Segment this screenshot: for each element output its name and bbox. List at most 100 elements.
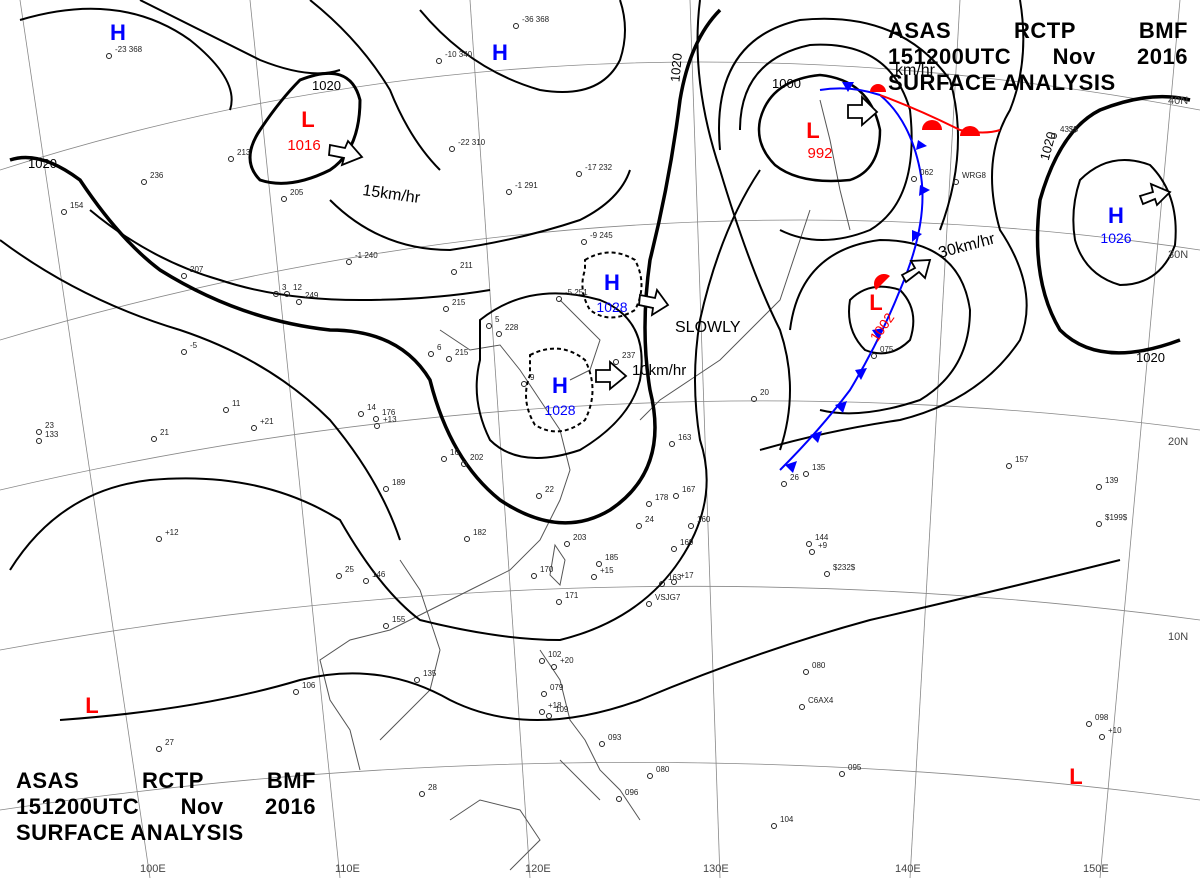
lon-label: 130E xyxy=(703,863,729,875)
isobar-1002-2 xyxy=(789,238,972,415)
station-value: 14 xyxy=(367,403,376,412)
station-value: -1 291 xyxy=(515,181,538,190)
station-marker xyxy=(506,189,512,195)
isobar-east-1 xyxy=(759,0,1028,451)
station-marker xyxy=(671,579,677,585)
lat-label: 40N xyxy=(1168,95,1188,107)
station-marker xyxy=(871,353,877,359)
station-value: +17 xyxy=(680,571,694,580)
station-value: 189 xyxy=(392,478,406,487)
station-value: -9 245 xyxy=(590,231,613,240)
header-station: RCTP xyxy=(142,768,204,793)
low-center-label: L xyxy=(85,693,98,718)
station-marker xyxy=(824,571,830,577)
station-value: 215 xyxy=(452,298,466,307)
station-marker xyxy=(496,331,502,337)
station-value: +13 xyxy=(383,415,397,424)
header-month: Nov xyxy=(1052,44,1096,69)
header-title: SURFACE ANALYSIS xyxy=(888,70,1116,95)
station-value: -1 240 xyxy=(355,251,378,260)
station-value: 135 xyxy=(423,669,437,678)
coast-korea xyxy=(559,299,601,381)
meridian-120e xyxy=(469,0,531,878)
station-value: +21 xyxy=(260,417,274,426)
high-center-value: 1028 xyxy=(544,402,575,418)
station-marker xyxy=(911,176,917,182)
parallel-30n xyxy=(0,219,1200,341)
station-value: 176 xyxy=(382,408,396,417)
station-value: 093 xyxy=(608,733,622,742)
station-marker xyxy=(61,209,67,215)
meridian-100e xyxy=(19,0,151,878)
station-marker xyxy=(181,349,187,355)
isobar-inner-1028a xyxy=(475,292,643,459)
station-value: 139 xyxy=(1105,476,1119,485)
station-value: C6AX4 xyxy=(808,696,834,705)
station-marker xyxy=(284,291,290,297)
station-value: 207 xyxy=(190,265,204,274)
station-marker xyxy=(486,323,492,329)
station-marker xyxy=(346,259,352,265)
station-value: -5 251 xyxy=(565,288,588,297)
station-marker xyxy=(1099,734,1105,740)
station-value: 096 xyxy=(625,788,639,797)
station-marker xyxy=(536,493,542,499)
header-time: 151200UTC xyxy=(888,44,1012,69)
parallel-40n xyxy=(0,61,1200,171)
warm-front-semicircles xyxy=(870,84,980,290)
graticule-labels: 40N 30N 20N 10N 100E 110E 120E 130E 140E… xyxy=(140,95,1188,875)
header-product: ASAS xyxy=(16,768,80,793)
high-center-value: 1026 xyxy=(1100,230,1131,246)
station-value: 6 xyxy=(437,343,442,352)
isobars xyxy=(0,0,1191,721)
station-marker xyxy=(771,823,777,829)
station-value: 080 xyxy=(656,765,670,774)
header-year: 2016 xyxy=(1137,44,1188,69)
station-marker xyxy=(1051,133,1057,139)
station-marker xyxy=(659,581,665,587)
station-marker xyxy=(673,493,679,499)
station-value: 163 xyxy=(668,573,682,582)
station-marker xyxy=(647,773,653,779)
isobar-center-2 xyxy=(89,209,491,302)
parallel-0 xyxy=(0,761,1200,811)
station-value: 27 xyxy=(165,738,174,747)
isobar-center-1 xyxy=(329,169,631,252)
station-marker xyxy=(541,691,547,697)
station-marker xyxy=(806,541,812,547)
station-value: +15 xyxy=(600,566,614,575)
coast-japan xyxy=(639,209,811,421)
station-plots: -23 368 -36 368 -10 340 -22 310 -17 232 -1 29… xyxy=(36,15,1128,829)
station-value: +10 xyxy=(1108,726,1122,735)
station-value: 163 xyxy=(678,433,692,442)
isobar-label: 1020 xyxy=(28,156,57,171)
station-value: 178 xyxy=(655,493,669,502)
cold-front-triangles xyxy=(785,82,930,473)
station-marker xyxy=(521,381,527,387)
station-marker xyxy=(671,546,677,552)
station-marker xyxy=(441,456,447,462)
low-center-value: 992 xyxy=(807,145,832,162)
station-marker xyxy=(613,359,619,365)
station-marker xyxy=(461,461,467,467)
isobar-1002-1 xyxy=(848,285,915,355)
coast-philippines xyxy=(539,649,641,821)
station-value: 236 xyxy=(150,171,164,180)
parallel-10n xyxy=(0,585,1200,651)
station-marker xyxy=(809,549,815,555)
station-value: WRG8 xyxy=(962,171,987,180)
station-value: -17 232 xyxy=(585,163,613,172)
isobar-north-2 xyxy=(139,0,341,75)
station-value: 25 xyxy=(345,565,354,574)
station-value: 11 xyxy=(232,399,241,408)
low-center-label: L xyxy=(869,290,882,315)
coast-china xyxy=(319,329,571,771)
station-marker xyxy=(151,436,157,442)
coast-taiwan xyxy=(549,543,566,587)
header-title: SURFACE ANALYSIS xyxy=(16,820,244,845)
isobar-label: 1020 xyxy=(667,53,684,83)
station-value: 102 xyxy=(548,650,562,659)
station-value: 079 xyxy=(550,683,564,692)
low-center-label: L xyxy=(806,118,819,143)
